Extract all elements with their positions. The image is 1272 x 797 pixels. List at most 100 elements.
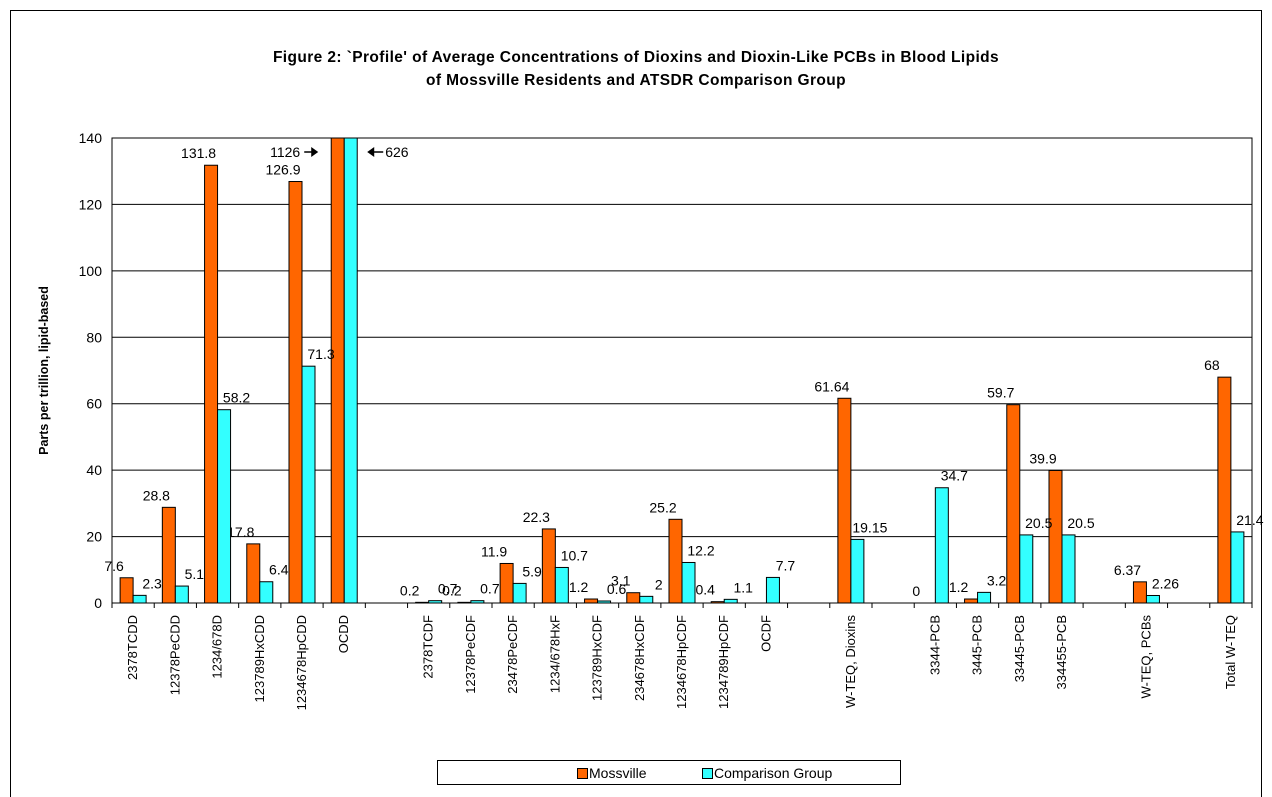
x-tick-label-1234678hpcdd: 1234678HpCDD xyxy=(294,615,309,710)
y-tick-label: 140 xyxy=(79,130,103,146)
bar-comparison-group-1234678hpcdd xyxy=(301,365,316,604)
x-tick-label-123789hxcdf: 123789HxCDF xyxy=(590,615,605,701)
bar-comparison-group-23478pecdf xyxy=(512,582,527,604)
chart-title-line-1: Figure 2: `Profile' of Average Concentra… xyxy=(272,49,1000,66)
bar-comparison-group-2378tcdd xyxy=(132,594,147,604)
y-tick-label: 100 xyxy=(79,263,103,279)
bar-mossville-1234-678hxf xyxy=(541,528,556,604)
data-label: 28.8 xyxy=(143,487,170,503)
data-label: 20.5 xyxy=(1025,515,1052,531)
bar-mossville-123789hxcdd xyxy=(246,543,261,604)
data-label: 0.7 xyxy=(438,581,458,597)
y-tick-label: 120 xyxy=(79,196,103,212)
x-tick-label-12378pecdd: 12378PeCDD xyxy=(167,615,182,695)
x-tick-label-ocdf: OCDF xyxy=(758,615,773,652)
bar-mossville-total-w-teq xyxy=(1217,376,1232,604)
annotation-label-comparison-group: 626 xyxy=(385,144,409,160)
x-tick-label-33445-pcb: 33445-PCB xyxy=(1012,615,1027,682)
data-label: 11.9 xyxy=(481,543,507,559)
annotation-label-mossville: 1126 xyxy=(270,144,300,160)
bar-mossville-234678hxcdf xyxy=(626,592,641,604)
bar-mossville-ocdd xyxy=(330,137,345,604)
x-tick-label-2378tcdd: 2378TCDD xyxy=(125,615,140,680)
data-label: 25.2 xyxy=(649,499,676,515)
bar-mossville-3445-pcb xyxy=(964,598,979,604)
bar-mossville-334455-pcb xyxy=(1048,469,1063,604)
data-label: 2.3 xyxy=(142,575,162,591)
y-tick-label: 20 xyxy=(86,529,102,545)
data-label: 7.7 xyxy=(776,557,796,573)
data-label: 2.26 xyxy=(1152,575,1179,591)
data-label: 5.9 xyxy=(522,563,542,579)
data-label: 1.2 xyxy=(949,579,969,595)
data-label: 22.3 xyxy=(523,509,550,525)
y-tick-label: 40 xyxy=(86,462,102,478)
x-tick-label-total-w-teq: Total W-TEQ xyxy=(1223,615,1238,689)
data-label: 34.7 xyxy=(941,468,968,484)
bar-comparison-group-2378tcdf xyxy=(428,600,443,604)
x-tick-label-234678hxcdf: 234678HxCDF xyxy=(632,615,647,701)
bar-mossville-123789hxcdf xyxy=(584,598,599,604)
data-label: 0.4 xyxy=(695,582,715,598)
bar-comparison-group-12378pecdf xyxy=(470,600,485,604)
bar-comparison-group-w-teq-dioxins xyxy=(850,538,865,604)
x-tick-label-3445-pcb: 3445-PCB xyxy=(970,615,985,675)
x-tick-label-1234-678d: 1234/678D xyxy=(210,615,225,679)
legend-label-mossville: Mossville xyxy=(589,765,647,781)
chart-frame xyxy=(10,10,1262,797)
bar-mossville-1234-678d xyxy=(204,164,219,604)
data-label: 12.2 xyxy=(687,542,714,558)
x-tick-label-123789hxcdd: 123789HxCDD xyxy=(252,615,267,702)
x-tick-label-w-teq-dioxins: W-TEQ, Dioxins xyxy=(843,615,858,708)
legend-swatch-mossville xyxy=(577,768,588,779)
data-label: 0.7 xyxy=(480,581,500,597)
chart-title-line-2: of Mossville Residents and ATSDR Compari… xyxy=(425,72,847,89)
bar-comparison-group-w-teq-pcbs xyxy=(1145,594,1160,604)
annotation-arrow-head xyxy=(367,147,375,157)
bar-comparison-group-12378pecdd xyxy=(174,585,189,604)
bar-comparison-group-1234678hpcdf xyxy=(681,561,696,604)
bar-comparison-group-ocdd xyxy=(343,137,358,604)
x-tick-label-w-teq-pcbs: W-TEQ, PCBs xyxy=(1138,615,1153,699)
x-tick-label-2378tcdf: 2378TCDF xyxy=(421,615,436,679)
data-label: 3.2 xyxy=(987,572,1007,588)
data-label: 71.3 xyxy=(307,346,334,362)
data-label: 58.2 xyxy=(223,390,250,406)
data-label: 6.37 xyxy=(1114,562,1141,578)
bar-comparison-group-234678hxcdf xyxy=(639,595,654,604)
x-tick-label-1234789hpcdf: 1234789HpCDF xyxy=(716,615,731,709)
data-label: 7.6 xyxy=(104,558,124,574)
data-label: 126.9 xyxy=(265,162,300,178)
bar-comparison-group-total-w-teq xyxy=(1230,531,1245,604)
data-label: 1.1 xyxy=(733,579,753,595)
bar-mossville-w-teq-pcbs xyxy=(1132,581,1147,604)
x-tick-label-23478pecdf: 23478PeCDF xyxy=(505,615,520,694)
y-axis-title: Parts per trillion, lipid-based xyxy=(37,286,51,455)
data-label: 19.15 xyxy=(852,519,887,535)
data-label: 0.6 xyxy=(607,581,627,597)
data-label: 0 xyxy=(912,583,920,599)
data-label: 0.2 xyxy=(442,582,462,598)
x-tick-label-ocdd: OCDD xyxy=(336,615,351,653)
x-tick-label-1234678hpcdf: 1234678HpCDF xyxy=(674,615,689,709)
bar-comparison-group-33445-pcb xyxy=(1019,534,1034,604)
bar-comparison-group-1234-678d xyxy=(217,409,232,604)
legend-label-comparison-group: Comparison Group xyxy=(714,765,833,781)
bar-comparison-group-123789hxcdd xyxy=(259,581,274,604)
data-label: 39.9 xyxy=(1029,450,1056,466)
x-tick-label-3344-pcb: 3344-PCB xyxy=(927,615,942,675)
data-label: 59.7 xyxy=(987,385,1014,401)
data-label: 21.4 xyxy=(1236,512,1263,528)
data-label: 1.2 xyxy=(569,579,589,595)
bar-comparison-group-ocdf xyxy=(765,576,780,604)
data-label: 10.7 xyxy=(561,547,588,563)
bar-comparison-group-334455-pcb xyxy=(1061,534,1076,604)
bar-mossville-23478pecdf xyxy=(499,562,514,604)
chart-title: Figure 2: `Profile' of Average Concentra… xyxy=(0,46,1272,92)
data-label: 3.1 xyxy=(611,573,631,589)
legend-swatch-comparison-group xyxy=(702,768,713,779)
data-label: 6.4 xyxy=(269,562,289,578)
legend: Mossville Comparison Group xyxy=(437,760,901,785)
bar-mossville-1234678hpcdf xyxy=(668,518,683,604)
bar-comparison-group-1234-678hxf xyxy=(554,566,569,604)
